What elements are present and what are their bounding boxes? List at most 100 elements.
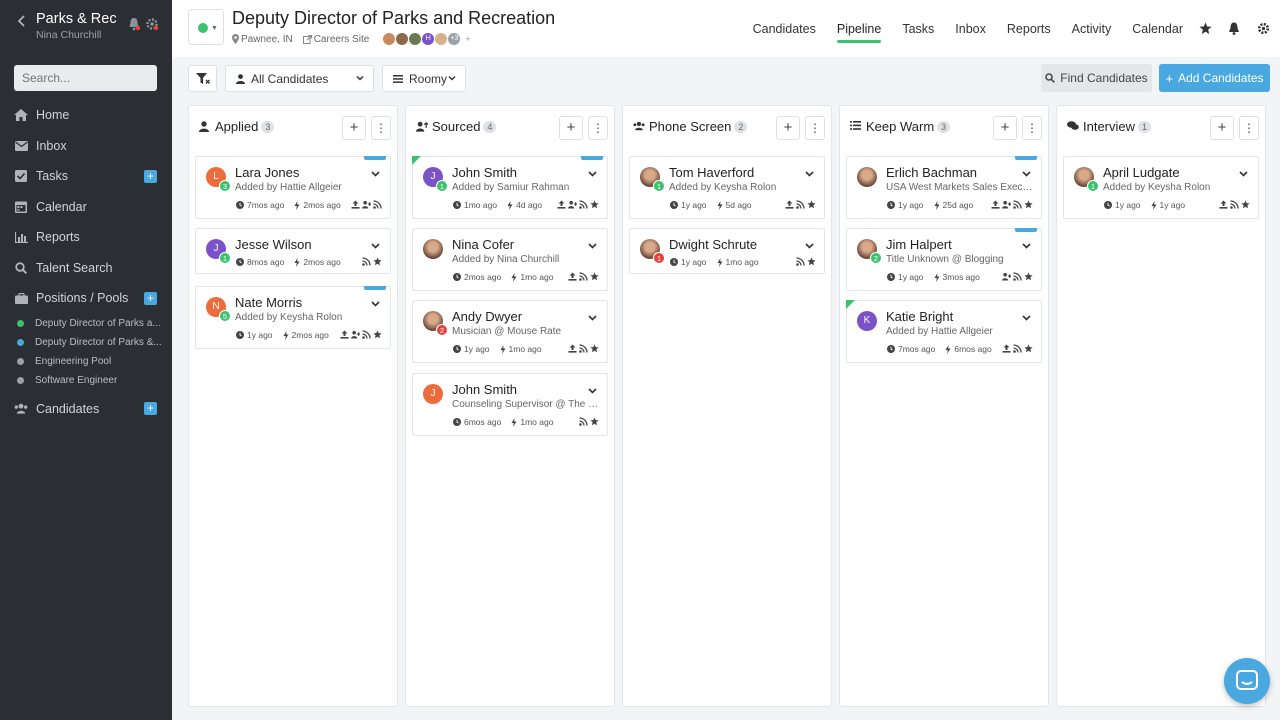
- upload-icon[interactable]: [557, 200, 566, 209]
- star-icon[interactable]: [590, 344, 599, 353]
- star-icon[interactable]: [373, 330, 382, 339]
- candidate-card[interactable]: 2 Jim Halpert Title Unknown @ Blogging 1y a…: [846, 228, 1042, 291]
- add-position-icon[interactable]: +: [144, 291, 157, 305]
- user-plus-icon[interactable]: [362, 200, 371, 209]
- candidate-card[interactable]: L 3 Lara Jones Added by Hattie Allgeier 7mos…: [195, 156, 391, 219]
- chevron-down-icon[interactable]: [805, 241, 814, 250]
- add-to-stage-button[interactable]: +: [993, 116, 1017, 140]
- tab-pipeline[interactable]: Pipeline: [836, 21, 882, 43]
- rss-icon[interactable]: [796, 200, 805, 209]
- careers-site-link[interactable]: Careers Site: [302, 34, 369, 45]
- star-icon[interactable]: [590, 200, 599, 209]
- candidate-name[interactable]: John Smith: [452, 165, 518, 180]
- rss-icon[interactable]: [579, 272, 588, 281]
- star-icon[interactable]: [807, 257, 816, 266]
- position-item[interactable]: Deputy Director of Parks &...: [0, 333, 172, 352]
- column-menu-button[interactable]: ⋮: [1022, 116, 1042, 140]
- rss-icon[interactable]: [579, 200, 588, 209]
- upload-icon[interactable]: [568, 344, 577, 353]
- chevron-down-icon[interactable]: [588, 386, 597, 395]
- sidebar-item-reports[interactable]: Reports: [0, 222, 172, 253]
- add-to-stage-button[interactable]: +: [559, 116, 583, 140]
- add-task-icon[interactable]: +: [144, 169, 157, 183]
- candidate-name[interactable]: April Ludgate: [1103, 165, 1180, 180]
- add-to-stage-button[interactable]: +: [776, 116, 800, 140]
- gear-icon[interactable]: [1257, 22, 1270, 35]
- star-icon[interactable]: [807, 200, 816, 209]
- add-to-stage-button[interactable]: +: [342, 116, 366, 140]
- chevron-down-icon[interactable]: [371, 241, 380, 250]
- position-item[interactable]: Deputy Director of Parks a...: [0, 314, 172, 333]
- chevron-down-icon[interactable]: [371, 299, 380, 308]
- column-menu-button[interactable]: ⋮: [588, 116, 608, 140]
- sidebar-item-talent-search[interactable]: Talent Search: [0, 253, 172, 284]
- sidebar-search-input[interactable]: [14, 65, 157, 91]
- column-menu-button[interactable]: ⋮: [805, 116, 825, 140]
- star-icon[interactable]: [373, 257, 382, 266]
- filter-toggle-button[interactable]: [188, 65, 217, 92]
- rss-icon[interactable]: [579, 344, 588, 353]
- job-status-dropdown[interactable]: ▼: [188, 9, 224, 45]
- user-plus-icon[interactable]: [1002, 200, 1011, 209]
- upload-icon[interactable]: [991, 200, 1000, 209]
- star-icon[interactable]: [590, 417, 599, 426]
- chevron-down-icon[interactable]: [1022, 313, 1031, 322]
- candidate-card[interactable]: J 1 Jesse Wilson 8mos ago 2mos ago: [195, 228, 391, 274]
- add-candidates-button[interactable]: + Add Candidates: [1159, 64, 1270, 92]
- gear-icon[interactable]: [145, 17, 159, 31]
- candidate-name[interactable]: Andy Dwyer: [452, 309, 523, 324]
- sidebar-item-home[interactable]: Home: [0, 100, 172, 131]
- sidebar-item-candidates[interactable]: Candidates +: [0, 394, 172, 425]
- add-to-stage-button[interactable]: +: [1210, 116, 1234, 140]
- upload-icon[interactable]: [1002, 344, 1011, 353]
- sidebar-item-calendar[interactable]: Calendar: [0, 192, 172, 223]
- chevron-down-icon[interactable]: [371, 169, 380, 178]
- star-icon[interactable]: [1024, 344, 1033, 353]
- candidate-card[interactable]: J 1 John Smith Added by Samiur Rahman 1mo ag…: [412, 156, 608, 219]
- candidate-name[interactable]: Katie Bright: [886, 309, 954, 324]
- upload-icon[interactable]: [351, 200, 360, 209]
- bell-icon[interactable]: [128, 17, 141, 31]
- candidate-card[interactable]: Erlich Bachman USA West Markets Sales Exe…: [846, 156, 1042, 219]
- position-item[interactable]: Engineering Pool: [0, 352, 172, 371]
- candidates-filter-dropdown[interactable]: All Candidates: [225, 65, 374, 92]
- tab-tasks[interactable]: Tasks: [902, 21, 935, 36]
- bell-icon[interactable]: [1228, 22, 1241, 35]
- sidebar-item-tasks[interactable]: Tasks +: [0, 161, 172, 192]
- user-plus-icon[interactable]: [351, 330, 360, 339]
- add-candidate-icon[interactable]: +: [144, 402, 157, 416]
- candidate-name[interactable]: Lara Jones: [235, 165, 300, 180]
- user-plus-icon[interactable]: [1002, 272, 1011, 281]
- position-item[interactable]: Software Engineer: [0, 371, 172, 390]
- view-density-dropdown[interactable]: Roomy: [382, 65, 466, 92]
- candidate-card[interactable]: 2 Andy Dwyer Musician @ Mouse Rate 1y ago 1m…: [412, 300, 608, 363]
- rss-icon[interactable]: [1230, 200, 1239, 209]
- tab-candidates[interactable]: Candidates: [752, 21, 816, 36]
- candidate-name[interactable]: Erlich Bachman: [886, 165, 978, 180]
- tab-activity[interactable]: Activity: [1071, 21, 1112, 36]
- candidate-name[interactable]: Nate Morris: [235, 295, 303, 310]
- tab-inbox[interactable]: Inbox: [955, 21, 986, 36]
- upload-icon[interactable]: [568, 272, 577, 281]
- star-icon[interactable]: [1024, 200, 1033, 209]
- tab-calendar[interactable]: Calendar: [1132, 21, 1183, 36]
- star-icon[interactable]: [1024, 272, 1033, 281]
- candidate-card[interactable]: Nina Cofer Added by Nina Churchill 2mos ag…: [412, 228, 608, 291]
- chevron-down-icon[interactable]: [588, 313, 597, 322]
- candidate-name[interactable]: John Smith: [452, 382, 518, 397]
- rss-icon[interactable]: [1013, 344, 1022, 353]
- candidate-card[interactable]: K Katie Bright Added by Hattie Allgeier 7mo…: [846, 300, 1042, 363]
- candidate-card[interactable]: 1 Dwight Schrute 1y ago 1mo ago: [629, 228, 825, 274]
- chevron-down-icon[interactable]: [1239, 169, 1248, 178]
- candidate-name[interactable]: Jesse Wilson: [235, 237, 312, 252]
- upload-icon[interactable]: [340, 330, 349, 339]
- rss-icon[interactable]: [362, 257, 371, 266]
- user-plus-icon[interactable]: [568, 200, 577, 209]
- rss-icon[interactable]: [1013, 272, 1022, 281]
- candidate-card[interactable]: 1 Tom Haverford Added by Keysha Rolon 1y ag…: [629, 156, 825, 219]
- candidate-name[interactable]: Jim Halpert: [886, 237, 952, 252]
- add-team-member-button[interactable]: +: [465, 34, 471, 44]
- candidate-card[interactable]: 1 April Ludgate Added by Keysha Rolon 1y ag…: [1063, 156, 1259, 219]
- candidate-name[interactable]: Nina Cofer: [452, 237, 515, 252]
- sidebar-item-inbox[interactable]: Inbox: [0, 131, 172, 162]
